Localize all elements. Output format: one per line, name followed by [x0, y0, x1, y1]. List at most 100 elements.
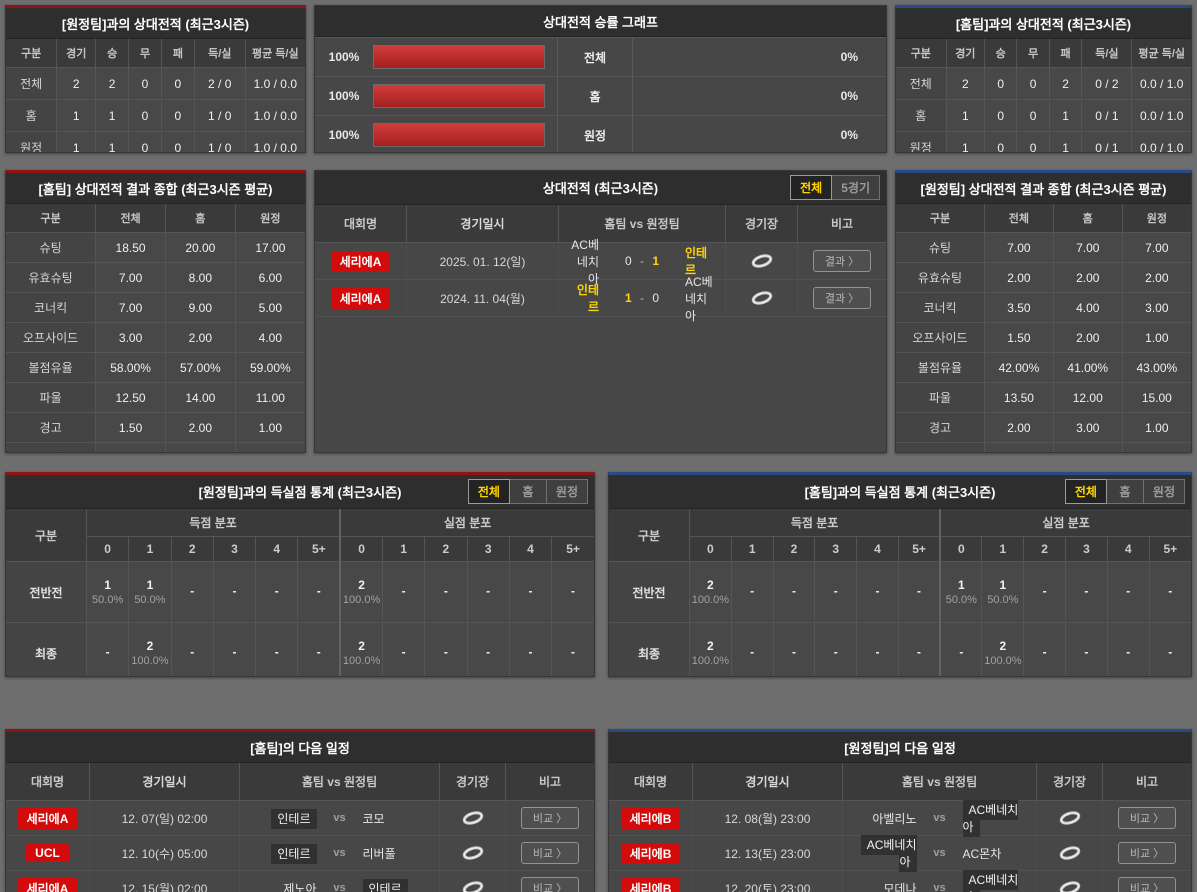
stat-cell: 11.00 — [234, 382, 305, 413]
stadium-icon[interactable] — [1058, 845, 1082, 861]
table-header-row: 구분 경기 승 무 패 득/실 평균 득/실 — [896, 39, 1191, 68]
teams-cell: 인테르 vs 리버풀 — [240, 836, 440, 870]
graph-row-label: 원정 — [557, 116, 633, 152]
stat-cell: - — [1121, 442, 1191, 452]
stadium-icon[interactable] — [1058, 880, 1082, 892]
table-row: 홈 1 0 0 1 0 / 1 0.0 / 1.0 — [896, 99, 1191, 132]
table-row: 유효슈팅 2.00 2.00 2.00 — [896, 262, 1191, 293]
stat-cell: 0 — [128, 99, 162, 132]
table-header-row: 0 1 2 3 4 5+ 0 1 2 3 4 5+ — [6, 536, 594, 562]
table-header-row: 대회명 경기일시 홈팀 vs 원정팀 경기장 비고 — [609, 763, 1191, 801]
header-cell: 0 — [339, 536, 383, 562]
note-cell: 비교 〉 — [506, 801, 594, 835]
stat-cell: 1.00 — [1121, 412, 1191, 443]
score-dash: - — [640, 291, 644, 305]
header-cell: 원정 — [1121, 204, 1191, 233]
stat-cell: 0 — [128, 131, 162, 152]
stadium-icon[interactable] — [461, 845, 485, 861]
dist-cell: - — [508, 561, 553, 623]
table-header-row: 구분 득점 분포 실점 분포 — [6, 509, 594, 562]
dist-cell: 1 50.0% — [128, 561, 172, 623]
fixture-row: 세리에B 12. 08(월) 23:00 아벨리노 vs AC베네치아 비교 〉 — [609, 800, 1191, 837]
away-team: 코모 — [362, 811, 385, 826]
stat-cell: 2 — [1048, 67, 1083, 100]
stat-cell: 1 — [56, 131, 97, 152]
stat-cell: 0 — [1016, 99, 1050, 132]
note-cell: 비교 〉 — [1103, 801, 1191, 835]
stadium-icon[interactable] — [750, 253, 774, 269]
table-row: 전체 2 2 0 0 2 / 0 1.0 / 0.0 — [6, 67, 305, 100]
header-cell: 대회명 — [6, 763, 90, 800]
header-cell: 득점 분포 — [689, 509, 941, 537]
stat-cell: 0 — [983, 99, 1018, 132]
league-cell: 세리에A — [6, 801, 90, 835]
graph-row: 100% 전체 0% — [315, 37, 886, 76]
stadium-icon[interactable] — [461, 880, 485, 892]
panel-title-text: 상대전적 (최근3시즌) — [542, 181, 659, 196]
stat-cell: 1 — [56, 99, 97, 132]
result-button[interactable]: 결과 〉 — [812, 287, 872, 309]
tab-home[interactable]: 홈 — [508, 479, 547, 504]
away-win-percent: 0% — [840, 128, 858, 142]
league-cell: 세리에B — [609, 801, 693, 835]
tab-all[interactable]: 전체 — [790, 175, 833, 200]
tab-all[interactable]: 전체 — [467, 479, 510, 504]
header-cell: 4 — [856, 536, 899, 562]
stadium-icon[interactable] — [461, 810, 485, 826]
stat-cell: - — [164, 442, 236, 452]
compare-button[interactable]: 비교 〉 — [1117, 807, 1177, 829]
dist-cell: - — [466, 622, 510, 676]
stat-cell: 57.00% — [164, 352, 236, 383]
tab-away[interactable]: 원정 — [1142, 479, 1185, 504]
home-team: 모데나 — [883, 881, 917, 892]
summary-table: 구분 전체 홈 원정 슈팅 7.00 7.00 7.00 유효슈팅 2.00 2.00 2.… — [896, 204, 1191, 452]
header-cell: 3 — [1065, 536, 1108, 562]
stadium-cell — [440, 871, 506, 892]
tab-last5[interactable]: 5경기 — [831, 175, 880, 200]
panel-title: [원정팀] 상대전적 결과 종합 (최근3시즌 평균) — [896, 173, 1191, 204]
tab-away[interactable]: 원정 — [545, 479, 588, 504]
stat-cell: 2.00 — [1052, 322, 1123, 353]
stat-cell: 2 — [945, 67, 985, 100]
stat-cell: 1 — [95, 131, 130, 152]
dist-cell: 1 50.0% — [85, 561, 130, 623]
fixture-row: 세리에A 12. 15(월) 02:00 제노아 vs 인테르 비교 〉 — [6, 871, 594, 892]
stat-cell: 8.00 — [164, 262, 236, 293]
compare-button[interactable]: 비교 〉 — [520, 807, 580, 829]
stat-cell: 0 / 1 — [1081, 99, 1133, 132]
panel-title-text: [홈팀]과의 상대전적 (최근3시즌) — [955, 16, 1132, 32]
stadium-icon[interactable] — [750, 290, 774, 306]
teams-cell: 인테르 1 - 0 AC베네치아 — [559, 275, 726, 323]
tab-all[interactable]: 전체 — [1064, 479, 1107, 504]
stadium-icon[interactable] — [1058, 810, 1082, 826]
h2h-results-panel: 상대전적 (최근3시즌) 전체 5경기 대회명 경기일시 홈팀 vs 원정팀 경… — [314, 170, 887, 453]
teams-cell: AC베네치아 vs AC몬차 — [843, 835, 1037, 872]
table-row: 퇴장--- — [6, 442, 305, 452]
panel-title: [원정팀]과의 상대전적 (최근3시즌) — [6, 8, 305, 39]
note-cell: 비교 〉 — [1103, 871, 1191, 892]
stat-cell: 0 — [160, 99, 195, 132]
header-cell: 무 — [128, 39, 162, 68]
stat-cell: 17.00 — [234, 232, 305, 263]
home-summary-panel: [홈팀] 상대전적 결과 종합 (최근3시즌 평균) 구분 전체 홈 원정 슈팅… — [5, 170, 306, 453]
compare-button[interactable]: 비교 〉 — [520, 877, 580, 892]
home-win-percent: 100% — [328, 50, 360, 64]
dist-cell: - — [772, 622, 816, 676]
league-cell: 세리에A — [6, 871, 90, 892]
table-row: 퇴장--- — [896, 442, 1191, 452]
header-cell: 구분 — [896, 204, 985, 233]
dist-cell: 2 100.0% — [339, 561, 383, 623]
compare-button[interactable]: 비교 〉 — [1117, 842, 1177, 864]
graph-row-label: 전체 — [557, 38, 633, 76]
result-button[interactable]: 결과 〉 — [812, 250, 872, 272]
home-bar-fill — [374, 124, 544, 146]
panel-title-text: [원정팀]의 다음 일정 — [844, 740, 956, 756]
compare-button[interactable]: 비교 〉 — [1117, 877, 1177, 892]
row-label: 파울 — [896, 382, 985, 413]
tab-home[interactable]: 홈 — [1105, 479, 1144, 504]
compare-button[interactable]: 비교 〉 — [520, 842, 580, 864]
stat-cell: 2.00 — [164, 412, 236, 443]
row-label: 파울 — [6, 382, 97, 413]
away-team: AC베네치아 — [685, 274, 713, 323]
header-cell: 구분 — [6, 39, 58, 68]
